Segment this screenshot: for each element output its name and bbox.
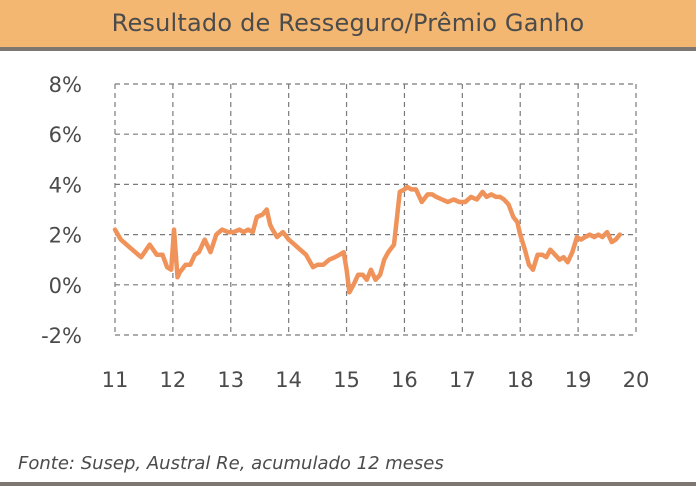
x-tick-label: 15 [333, 368, 360, 392]
x-tick-label: 13 [217, 368, 244, 392]
y-tick-label: 4% [49, 173, 82, 197]
x-tick-label: 14 [275, 368, 302, 392]
y-tick-label: 0% [49, 274, 82, 298]
source-note: Fonte: Susep, Austral Re, acumulado 12 m… [18, 453, 444, 474]
x-tick-label: 20 [623, 368, 650, 392]
x-tick-label: 19 [565, 368, 592, 392]
title-bar: Resultado de Resseguro/Prêmio Ganho [0, 0, 696, 51]
bottom-rule [0, 482, 696, 486]
line-chart: 8% 6% 4% 2% 0% -2% 11 12 13 14 15 16 17 18 19 20 [41, 73, 650, 392]
y-tick-label: -2% [41, 324, 82, 348]
x-tick-label: 16 [391, 368, 418, 392]
x-tick-label: 11 [102, 368, 129, 392]
y-tick-label: 2% [49, 224, 82, 248]
chart-title: Resultado de Resseguro/Prêmio Ganho [111, 9, 585, 37]
y-tick-label: 6% [49, 123, 82, 147]
x-tick-label: 12 [160, 368, 187, 392]
x-tick-label: 18 [507, 368, 534, 392]
series-line [112, 184, 623, 295]
x-tick-label: 17 [449, 368, 476, 392]
y-tick-label: 8% [49, 73, 82, 97]
